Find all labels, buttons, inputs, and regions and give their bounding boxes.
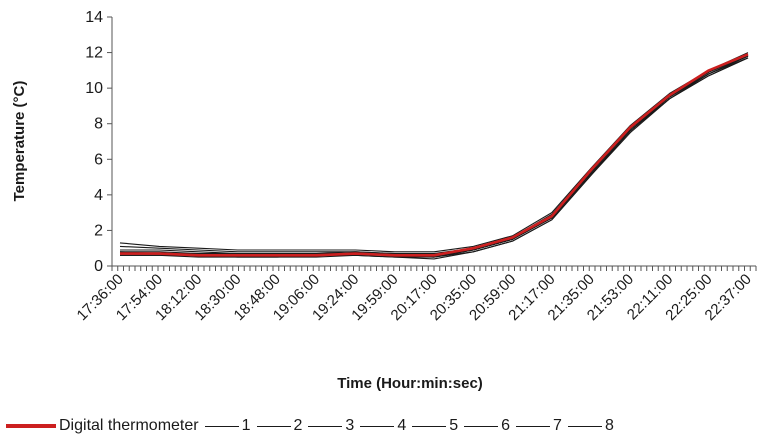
legend-item: 2 — [256, 417, 303, 435]
y-tick-label: 0 — [94, 258, 103, 275]
legend-swatch — [256, 425, 291, 427]
legend-item: 1 — [204, 417, 251, 435]
x-axis-title: Time (Hour:min:sec) — [337, 375, 483, 392]
plot-lines — [119, 52, 749, 260]
y-tick-label: 14 — [85, 9, 103, 26]
legend-label: 4 — [397, 417, 407, 434]
legend-swatch — [6, 424, 56, 428]
y-tick-label: 8 — [94, 116, 103, 133]
x-axis-ticks: 17:36:0017:54:0018:12:0018:30:0018:48:00… — [74, 266, 757, 324]
legend-label: 5 — [449, 417, 459, 434]
legend-item: 4 — [360, 417, 406, 435]
legend-label: 1 — [241, 417, 251, 434]
y-axis-ticks: 0 2 4 6 8 10 12 14 — [85, 9, 112, 275]
legend-label: 6 — [501, 417, 511, 434]
legend-swatch — [567, 425, 602, 427]
y-tick-label: 10 — [85, 80, 103, 97]
series-line-5 — [119, 55, 749, 258]
series-line-4 — [120, 55, 749, 256]
series-line-7 — [120, 57, 749, 258]
legend-item: 5 — [412, 417, 458, 435]
series-line-8 — [120, 57, 749, 260]
y-axis-title: Temperature (°C) — [11, 81, 28, 202]
legend: Digital thermometer 1 2 3 4 5 6 7 8 — [6, 417, 620, 435]
legend-item: Digital thermometer — [6, 417, 199, 435]
legend-swatch — [464, 425, 499, 427]
y-tick-label: 2 — [94, 222, 103, 239]
legend-label: 2 — [293, 417, 303, 434]
legend-item: 7 — [516, 417, 562, 435]
y-tick-label: 4 — [94, 187, 103, 204]
series-line-6 — [120, 57, 749, 258]
legend-item: 6 — [464, 417, 510, 435]
legend-label: 8 — [604, 417, 614, 434]
y-tick-label: 12 — [85, 45, 103, 62]
series-line-1 — [119, 52, 749, 253]
legend-item: 3 — [308, 417, 354, 435]
legend-label: Digital thermometer — [59, 417, 199, 434]
legend-item: 8 — [567, 417, 614, 435]
legend-swatch — [308, 425, 343, 427]
legend-swatch — [516, 425, 551, 427]
y-tick-label: 6 — [94, 151, 103, 168]
legend-swatch — [412, 425, 447, 427]
series-line-3 — [120, 55, 749, 256]
series-line-2 — [119, 53, 749, 255]
legend-label: 7 — [553, 417, 562, 434]
legend-swatch — [360, 425, 395, 427]
series-line-digital-thermometer — [120, 53, 749, 257]
legend-label: 3 — [345, 417, 355, 434]
legend-swatch — [204, 425, 239, 427]
